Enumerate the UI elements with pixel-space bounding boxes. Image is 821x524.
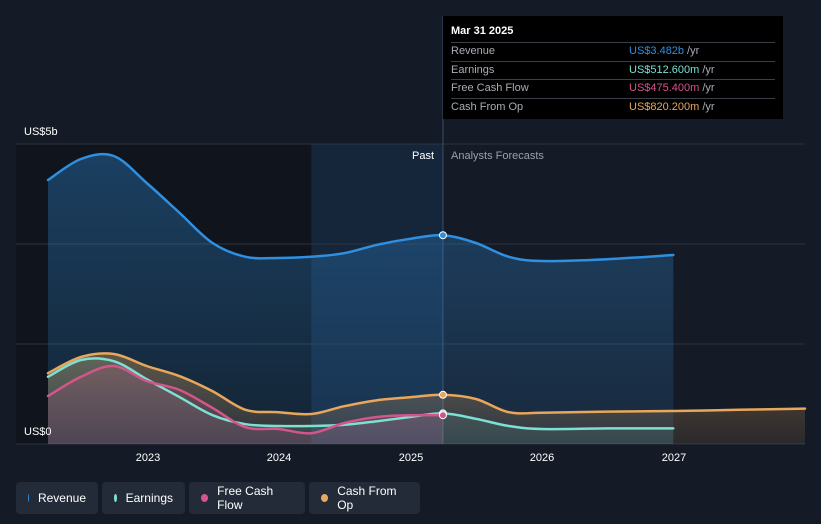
tooltip-value: US$820.200m xyxy=(629,100,700,113)
tooltip-name: Free Cash Flow xyxy=(451,82,529,94)
legend-dot-icon xyxy=(28,494,29,502)
cash-from-op-marker xyxy=(438,390,447,399)
legend-item-free-cash-flow[interactable]: Free Cash Flow xyxy=(189,482,305,514)
legend-label: Earnings xyxy=(125,491,173,505)
y-tick-label-bottom: US$0 xyxy=(24,426,52,438)
legend-dot-icon xyxy=(114,494,117,502)
x-tick-2023: 2023 xyxy=(135,452,161,464)
earnings-area xyxy=(48,358,674,444)
x-tick-2026: 2026 xyxy=(529,452,555,464)
forecast-label: Analysts Forecasts xyxy=(451,150,544,162)
revenue-area xyxy=(48,154,674,444)
tooltip-name: Revenue xyxy=(451,45,496,57)
legend-dot-icon xyxy=(321,494,329,502)
cash-from-op-line xyxy=(46,352,807,416)
legend: Revenue Earnings Free Cash Flow Cash Fro… xyxy=(16,482,420,514)
tooltip-name: Earnings xyxy=(451,63,495,76)
x-tick-2024: 2024 xyxy=(266,452,292,464)
legend-label: Cash From Op xyxy=(337,484,397,512)
tooltip-unit: /yr xyxy=(702,82,715,94)
past-label: Past xyxy=(412,150,435,162)
legend-item-revenue[interactable]: Revenue xyxy=(16,482,98,514)
tooltip-name: Cash From Op xyxy=(451,100,524,113)
cash-from-op-area xyxy=(48,353,805,444)
tooltip-value: US$475.400m xyxy=(629,82,700,94)
x-tick-2027: 2027 xyxy=(661,452,687,464)
free-cash-flow-marker xyxy=(438,411,447,420)
legend-dot-icon xyxy=(201,494,209,502)
legend-item-cash-from-op[interactable]: Cash From Op xyxy=(309,482,420,514)
tooltip-value: US$3.482b xyxy=(629,45,685,57)
tooltip-row-cash-from-op: Cash From Op US$820.200m /yr xyxy=(451,97,775,117)
tooltip: Mar 31 2025 Revenue US$3.482b /yr Earnin… xyxy=(443,16,783,119)
legend-label: Revenue xyxy=(37,491,86,505)
revenue-line xyxy=(46,152,675,263)
tooltip-unit: /yr xyxy=(702,63,715,76)
tooltip-value: US$512.600m xyxy=(629,63,700,76)
earnings-line xyxy=(46,357,675,431)
tooltip-row-free-cash-flow: Free Cash Flow US$475.400m /yr xyxy=(451,79,775,98)
y-tick-label-top: US$5b xyxy=(24,126,58,138)
tooltip-date: Mar 31 2025 xyxy=(451,25,514,37)
legend-label: Free Cash Flow xyxy=(217,484,274,512)
free-cash-flow-line xyxy=(46,364,445,435)
tooltip-row-earnings: Earnings US$512.600m /yr xyxy=(451,60,775,80)
x-tick-2025: 2025 xyxy=(398,452,424,464)
tooltip-unit: /yr xyxy=(702,100,715,113)
legend-item-earnings[interactable]: Earnings xyxy=(102,482,185,514)
tooltip-unit: /yr xyxy=(687,45,700,57)
revenue-marker xyxy=(438,231,447,240)
tooltip-row-revenue: Revenue US$3.482b /yr xyxy=(451,42,775,61)
